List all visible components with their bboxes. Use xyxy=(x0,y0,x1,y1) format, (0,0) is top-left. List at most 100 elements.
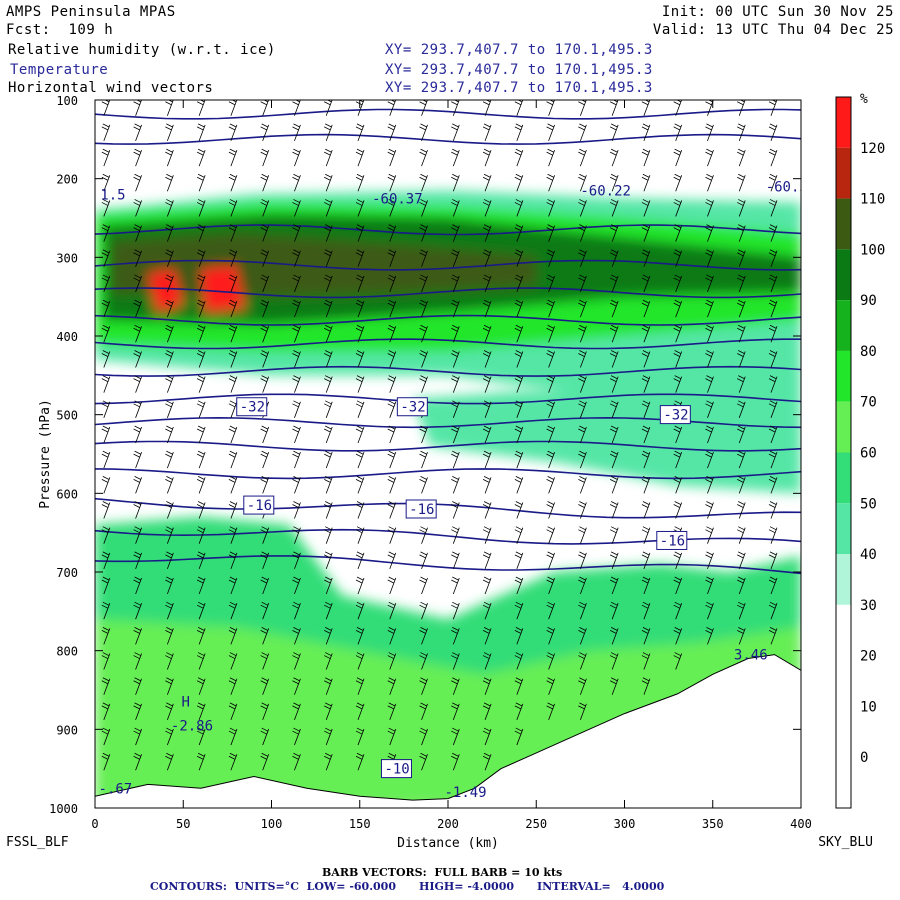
wind-barb xyxy=(514,299,524,318)
wind-barb xyxy=(228,501,238,519)
wind-barb xyxy=(482,576,492,595)
wind-barb xyxy=(292,199,301,217)
wind-barb xyxy=(641,677,651,695)
wind-barb xyxy=(228,173,238,192)
wind-barb xyxy=(514,148,524,167)
wind-barb xyxy=(673,450,683,469)
wind-barb xyxy=(387,727,397,746)
wind-barb xyxy=(419,274,428,293)
wind-barb xyxy=(419,652,428,670)
wind-barb xyxy=(514,702,524,721)
plot-area: -60.37 -60.22 -60.51 1.5 -32 -32 -32 -16 -16 -16 3… xyxy=(95,100,801,808)
colorbar-swatch xyxy=(836,706,851,758)
wind-barb xyxy=(609,249,619,267)
wind-barb xyxy=(737,224,746,242)
wind-barb xyxy=(482,702,492,721)
wind-barb xyxy=(546,274,555,293)
wind-barb xyxy=(546,425,555,444)
isotherm-line xyxy=(95,365,801,377)
contour-label: -1.49 xyxy=(444,785,486,801)
field-rh-xy: XY= 293.7,407.7 to 170.1,495.3 xyxy=(385,42,653,58)
colorbar-unit: % xyxy=(860,92,868,107)
wind-barb xyxy=(324,299,333,318)
wind-barb xyxy=(355,123,365,142)
wind-barb xyxy=(451,148,460,167)
wind-barb xyxy=(133,652,142,670)
wind-barb xyxy=(324,425,333,444)
wind-barb xyxy=(196,123,206,142)
wind-barb xyxy=(228,299,238,318)
wind-barb xyxy=(133,199,142,217)
wind-barb xyxy=(133,752,142,771)
wind-barb xyxy=(768,173,778,192)
wind-barb xyxy=(609,526,619,544)
rh-band-mid-moist xyxy=(412,367,801,494)
wind-barb xyxy=(165,425,174,444)
x-tick-label: 100 xyxy=(261,817,283,831)
y-tick-label: 300 xyxy=(56,251,78,265)
wind-barb xyxy=(641,450,651,469)
wind-barb xyxy=(387,324,397,343)
wind-barb xyxy=(482,173,492,192)
wind-barb xyxy=(355,475,365,494)
wind-barb xyxy=(768,100,778,116)
wind-barb xyxy=(705,249,714,267)
wind-barb xyxy=(324,727,333,746)
wind-barb xyxy=(482,551,492,569)
wind-barb xyxy=(101,526,111,544)
wind-barb xyxy=(705,501,714,519)
wind-barb xyxy=(641,627,651,645)
wind-barb xyxy=(101,450,111,469)
wind-barb xyxy=(324,752,333,771)
colorbar-swatch xyxy=(836,350,851,402)
wind-barb xyxy=(196,752,206,771)
wind-barb xyxy=(737,450,746,469)
wind-barb xyxy=(228,350,238,368)
wind-barb xyxy=(324,627,333,645)
wind-barb xyxy=(419,551,428,569)
wind-barb xyxy=(228,475,238,494)
wind-barb xyxy=(514,123,524,142)
wind-barb xyxy=(419,299,428,318)
wind-barb xyxy=(737,375,746,393)
wind-barb xyxy=(260,450,270,469)
wind-barb xyxy=(133,601,142,620)
wind-barb xyxy=(419,123,428,142)
field-wind-label: Horizontal wind vectors xyxy=(8,80,214,96)
wind-barb xyxy=(578,627,587,645)
y-tick-label: 500 xyxy=(56,409,78,423)
wind-barb xyxy=(737,501,746,519)
wind-barb xyxy=(705,123,714,142)
terrain-surface xyxy=(95,654,801,808)
wind-barb xyxy=(228,249,238,267)
colorbar-tick-label: 60 xyxy=(860,446,877,462)
x-tick-label: 350 xyxy=(702,817,724,831)
wind-barb xyxy=(165,576,174,595)
wind-barb xyxy=(260,752,270,771)
wind-barb xyxy=(768,148,778,167)
wind-barb xyxy=(133,677,142,695)
wind-barb xyxy=(705,224,714,242)
wind-barb xyxy=(260,100,270,116)
wind-barb xyxy=(482,350,492,368)
wind-barb xyxy=(546,576,555,595)
wind-barb xyxy=(546,702,555,721)
wind-barb xyxy=(578,475,587,494)
wind-barb xyxy=(196,249,206,267)
wind-barb xyxy=(673,249,683,267)
wind-barb xyxy=(482,501,492,519)
wind-barb xyxy=(578,224,587,242)
wind-barb xyxy=(101,601,111,620)
isotherm-line xyxy=(95,393,801,405)
colorbar-swatch xyxy=(836,604,851,656)
wind-barb xyxy=(705,299,714,318)
wind-barb xyxy=(609,475,619,494)
wind-barb xyxy=(165,100,174,116)
y-tick-label: 900 xyxy=(56,723,78,737)
wind-barb xyxy=(419,224,428,242)
wind-barb xyxy=(609,450,619,469)
wind-barb xyxy=(482,299,492,318)
wind-barb xyxy=(419,350,428,368)
wind-barb xyxy=(419,173,428,192)
